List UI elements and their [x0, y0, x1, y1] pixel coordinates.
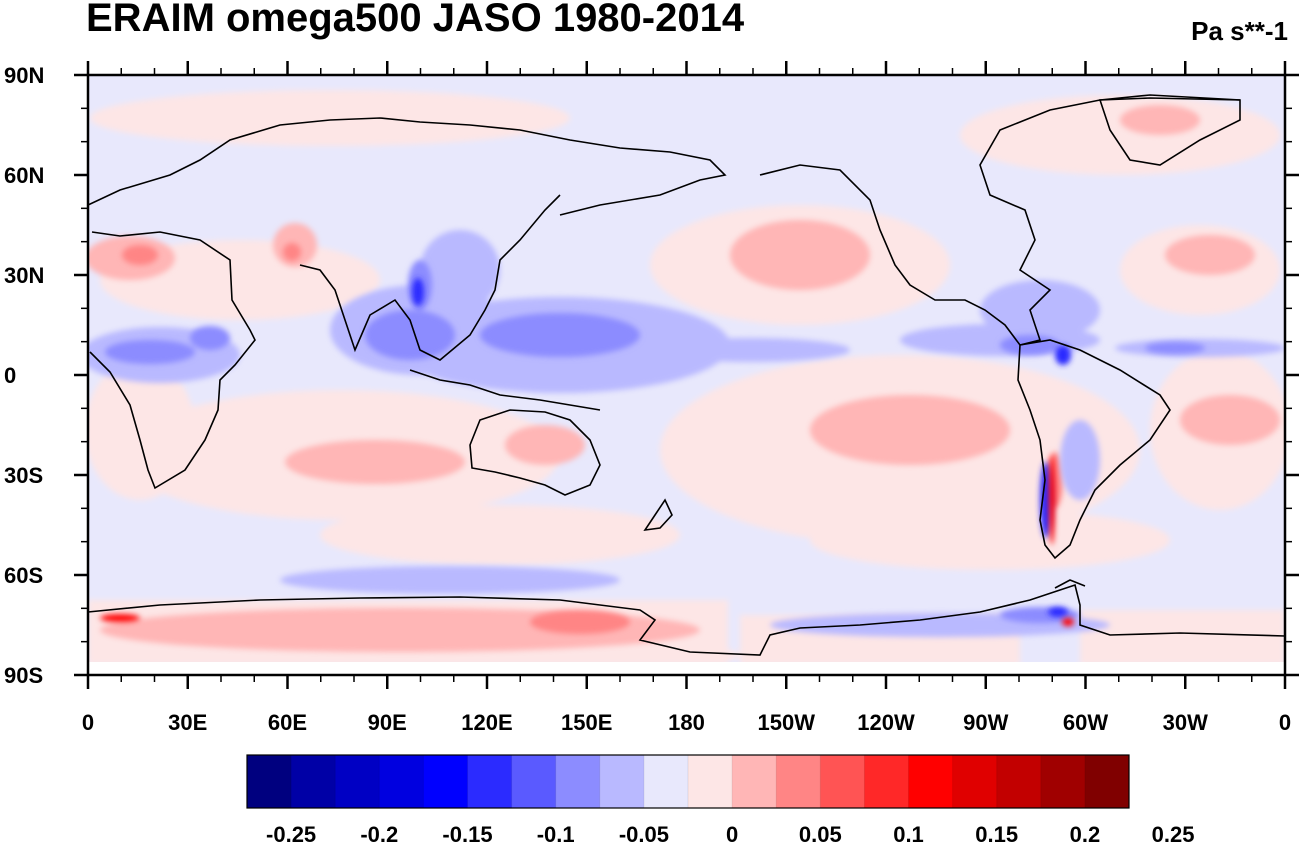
lon-label: 30E: [168, 710, 207, 735]
colorbar-frame: [246, 754, 1130, 809]
axis-ticks: [74, 61, 1299, 689]
units-label: Pa s**-1: [1191, 16, 1288, 46]
colorbar-swatch: [1084, 755, 1130, 808]
lon-label: 120W: [857, 710, 915, 735]
colorbar-swatch: [599, 755, 645, 808]
colorbar-swatch: [379, 755, 424, 808]
lat-label: 90N: [4, 63, 44, 88]
plot-title: ERAIM omega500 JASO 1980-2014: [86, 0, 745, 40]
colorbar-label: 0.05: [799, 822, 842, 847]
lon-label: 30W: [1163, 710, 1208, 735]
colorbar-swatch: [996, 755, 1042, 808]
lat-label: 90S: [4, 663, 43, 688]
colorbar-label: 0.15: [975, 822, 1018, 847]
lat-label: 0: [4, 363, 16, 388]
colorbar: -0.25 -0.2 -0.15 -0.1 -0.05 0 0.05 0.1 0.15 0.2 0.…: [246, 754, 1195, 847]
lon-label: 120E: [461, 710, 512, 735]
colorbar-swatch: [467, 755, 513, 808]
lat-label: 30S: [4, 463, 43, 488]
colorbar-swatch: [820, 755, 865, 808]
colorbar-swatch: [247, 755, 292, 808]
omega-field: [88, 90, 1285, 675]
lon-label: 150W: [758, 710, 816, 735]
lon-label: 90E: [368, 710, 407, 735]
lon-label: 180: [668, 710, 705, 735]
lon-label: 90W: [963, 710, 1008, 735]
colorbar-swatch: [511, 755, 557, 808]
colorbar-swatch: [555, 755, 601, 808]
colorbar-swatch: [643, 755, 689, 808]
colorbar-label: -0.05: [619, 822, 669, 847]
lat-label: 60S: [4, 563, 43, 588]
colorbar-label: -0.2: [360, 822, 398, 847]
colorbar-label: -0.1: [537, 822, 575, 847]
coastlines: [88, 94, 1285, 656]
colorbar-swatch: [1040, 755, 1086, 808]
lon-label: 0: [1279, 710, 1291, 735]
colorbar-label: 0.25: [1152, 822, 1195, 847]
colorbar-label: 0.2: [1070, 822, 1101, 847]
colorbar-swatch: [908, 755, 954, 808]
colorbar-label: -0.15: [442, 822, 492, 847]
lon-label: 60E: [268, 710, 307, 735]
axis-labels: 90N 60N 30N 0 30S 60S 90S 0 30E 60E 90E 120E 150E 180…: [4, 63, 1291, 735]
colorbar-label: -0.25: [266, 822, 316, 847]
lon-label: 0: [82, 710, 94, 735]
colorbar-swatch: [423, 755, 468, 808]
lon-label: 60W: [1063, 710, 1108, 735]
colorbar-swatch: [688, 755, 733, 808]
colorbar-swatch: [335, 755, 380, 808]
lon-label: 150E: [561, 710, 612, 735]
lat-label: 30N: [4, 263, 44, 288]
colorbar-swatch: [864, 755, 909, 808]
colorbar-swatch: [291, 755, 336, 808]
colorbar-swatch: [952, 755, 998, 808]
colorbar-label: 0: [726, 822, 738, 847]
colorbar-label: 0.1: [893, 822, 924, 847]
lat-label: 60N: [4, 163, 44, 188]
colorbar-swatch: [732, 755, 777, 808]
colorbar-swatch: [776, 755, 821, 808]
